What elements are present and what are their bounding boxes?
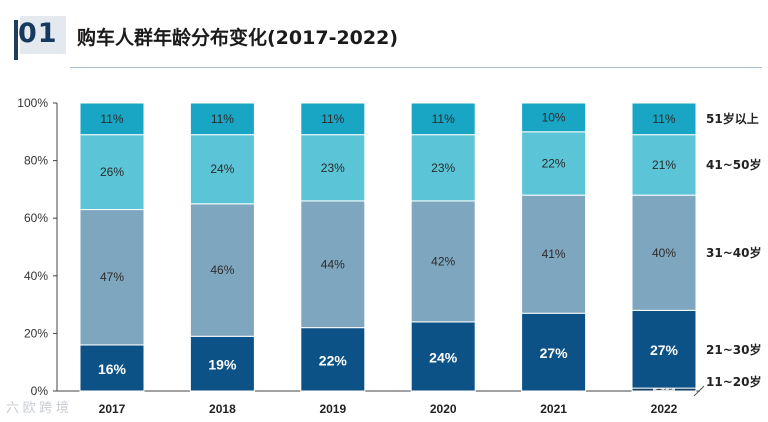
legend-label: 21~30岁 — [706, 342, 761, 357]
section-number-background — [20, 16, 66, 54]
data-label: 22% — [542, 156, 566, 170]
bar-segment — [521, 131, 587, 196]
data-label: 16% — [98, 361, 127, 377]
x-tick-label: 2019 — [319, 402, 346, 416]
bar-segment — [631, 102, 697, 136]
y-tick-label: 20% — [24, 326, 48, 340]
data-label: 26% — [100, 165, 124, 179]
data-label: 27% — [540, 345, 569, 361]
bar-segment — [410, 200, 476, 323]
data-label: 21% — [652, 158, 676, 172]
y-tick-label: 0% — [31, 384, 49, 398]
legend-label: 41~50岁 — [706, 157, 761, 172]
bar-segment — [189, 134, 255, 205]
bar-segment — [300, 327, 366, 392]
bar-segment — [521, 194, 587, 314]
data-label: 23% — [321, 161, 345, 175]
data-label: 27% — [650, 342, 679, 358]
legend-label: 51岁以上 — [706, 111, 759, 126]
data-label: 11% — [432, 112, 455, 126]
bar-segment — [189, 203, 255, 337]
bar-segment — [189, 335, 255, 392]
bar-segment — [300, 200, 366, 329]
x-tick-label: 2022 — [651, 402, 678, 416]
section-number-box — [14, 16, 66, 60]
legend-leader-line — [693, 385, 705, 397]
page-header: 01 购车人群年龄分布变化(2017-2022) — [0, 0, 768, 70]
bar-segment — [631, 309, 697, 389]
data-label: 22% — [319, 352, 348, 368]
watermark-text: 六 欧 跨 境 — [6, 400, 69, 415]
section-number: 01 — [18, 18, 58, 49]
bar-segment — [410, 134, 476, 202]
header-divider — [70, 67, 762, 68]
x-tick-label: 2018 — [209, 402, 236, 416]
bar-segment — [79, 102, 145, 136]
data-label: 23% — [431, 161, 455, 175]
bar-segment — [300, 102, 366, 136]
x-tick-label: 2020 — [430, 402, 457, 416]
data-label: 11% — [211, 112, 234, 126]
data-label: 40% — [652, 246, 676, 260]
bar-segment — [410, 321, 476, 392]
data-label: 41% — [542, 247, 566, 261]
data-label: 11% — [652, 112, 675, 126]
data-label: 11% — [321, 112, 344, 126]
y-tick-label: 80% — [24, 154, 48, 168]
bar-segment — [631, 194, 697, 311]
data-label: 24% — [429, 349, 458, 365]
data-label: 19% — [208, 357, 237, 373]
legend-label: 11~20岁 — [706, 374, 761, 389]
bar-segment — [521, 312, 587, 392]
x-tick-label: 2021 — [540, 402, 567, 416]
bar-segment — [79, 209, 145, 346]
bar-segment — [79, 134, 145, 211]
x-tick-label: 2017 — [99, 402, 126, 416]
bar-segment — [410, 102, 476, 136]
y-tick-label: 40% — [24, 269, 48, 283]
data-label: 44% — [321, 257, 345, 271]
data-label: 10% — [542, 110, 566, 124]
y-tick-label: 60% — [24, 211, 48, 225]
data-label: 24% — [210, 162, 234, 176]
bar-segment — [189, 102, 255, 136]
data-label: 47% — [100, 270, 124, 284]
bar-segment — [300, 134, 366, 202]
page-title: 购车人群年龄分布变化(2017-2022) — [77, 27, 399, 49]
y-tick-label: 100% — [17, 96, 48, 110]
section-number-accent — [14, 20, 18, 60]
bar-segment — [521, 102, 587, 133]
data-label: 46% — [210, 263, 234, 277]
bar-segment — [79, 344, 145, 392]
data-label: 42% — [431, 254, 455, 268]
data-label: 11% — [100, 112, 123, 126]
legend-label: 31~40岁 — [706, 245, 761, 260]
